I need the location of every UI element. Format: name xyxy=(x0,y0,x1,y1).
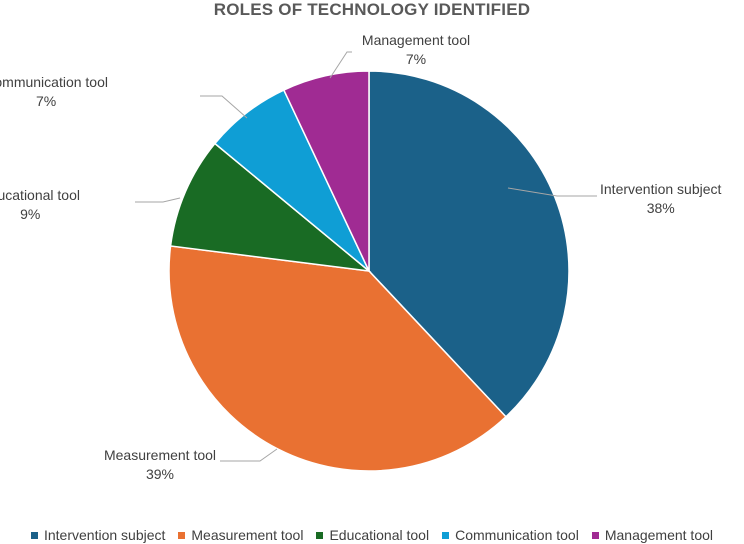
legend-item-management-tool: Management tool xyxy=(591,527,714,543)
legend-label: Measurement tool xyxy=(191,527,304,543)
data-label-name-educational-tool: Educational tool xyxy=(0,187,80,203)
legend-label: Management tool xyxy=(604,527,714,543)
data-label-percent-measurement-tool: 39% xyxy=(146,466,174,482)
leader-line-measurement-tool xyxy=(220,448,278,462)
legend-item-communication-tool: Communication tool xyxy=(442,527,579,543)
data-label-name-intervention-subject: Intervention subject xyxy=(600,181,722,197)
leader-line-educational-tool xyxy=(135,197,181,203)
legend-item-measurement-tool: Measurement tool xyxy=(178,527,303,543)
legend-item-educational-tool: Educational tool xyxy=(316,527,429,543)
legend-label: Intervention subject xyxy=(43,527,166,543)
legend-swatch xyxy=(442,531,450,539)
pie-slice-measurement-tool xyxy=(168,245,507,472)
leader-line-communication-tool xyxy=(200,95,248,119)
legend-swatch xyxy=(178,531,186,539)
chart-title: ROLES OF TECHNOLOGY IDENTIFIED xyxy=(213,0,531,19)
pie-slice-intervention-subject xyxy=(368,70,570,418)
leader-line-intervention-subject xyxy=(507,187,597,197)
data-label-name-measurement-tool: Measurement tool xyxy=(104,447,216,463)
pie-slice-management-tool xyxy=(282,70,370,272)
leader-line-management-tool xyxy=(329,51,352,79)
data-label-percent-management-tool: 7% xyxy=(406,51,426,67)
pie-slices xyxy=(168,70,570,472)
data-label-percent-intervention-subject: 38% xyxy=(647,200,675,216)
data-labels: Intervention subject 38% Measurement tool 3… xyxy=(0,32,722,482)
pie-chart: Intervention subject 38% Measurement tool 3… xyxy=(0,32,722,482)
data-label-name-management-tool: Management tool xyxy=(362,32,470,48)
legend-item-intervention-subject: Intervention subject xyxy=(30,527,166,543)
chart-legend: Intervention subject Measurement tool Educ… xyxy=(0,526,744,544)
legend-swatch xyxy=(30,531,38,539)
data-label-percent-educational-tool: 9% xyxy=(20,206,40,222)
leader-lines xyxy=(135,51,597,462)
legend-swatch xyxy=(591,531,599,539)
data-label-percent-communication-tool: 7% xyxy=(36,93,56,109)
legend-label: Educational tool xyxy=(329,527,430,543)
data-label-name-communication-tool: Communication tool xyxy=(0,74,108,90)
legend-swatch xyxy=(316,531,324,539)
pie-slice-educational-tool xyxy=(169,142,372,273)
legend-label: Communication tool xyxy=(455,527,579,543)
